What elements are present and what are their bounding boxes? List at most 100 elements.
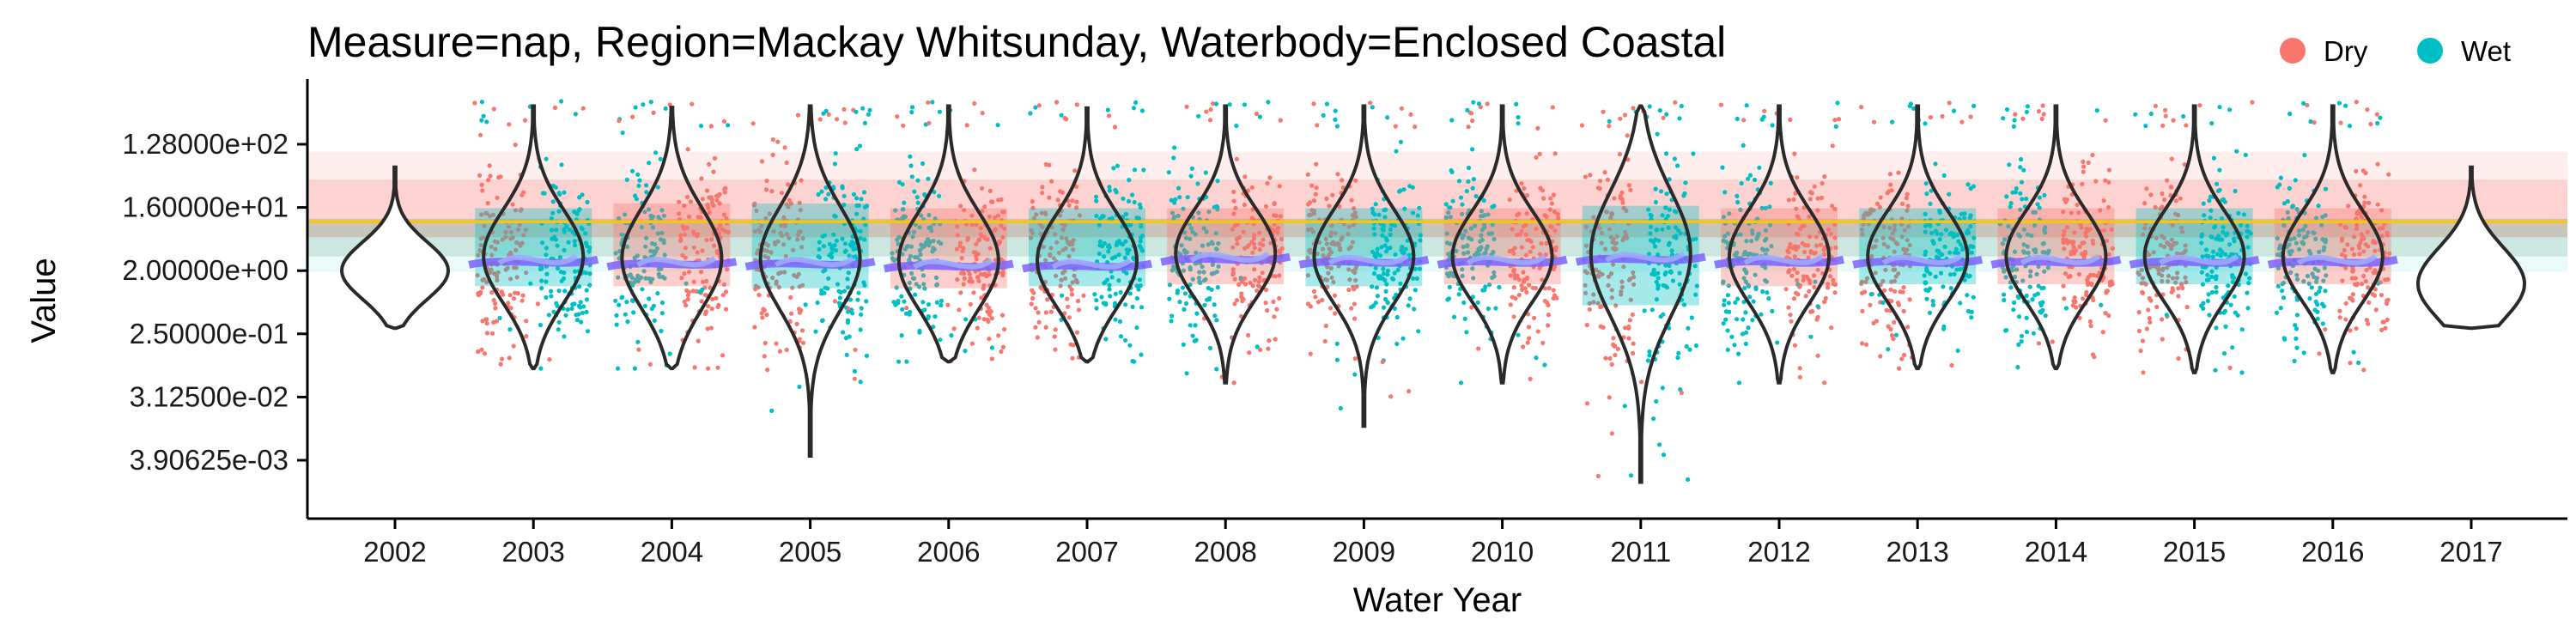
data-point <box>1807 197 1813 202</box>
data-point <box>490 212 496 217</box>
data-point <box>1039 224 1045 229</box>
data-point <box>577 195 582 200</box>
data-point <box>2309 285 2314 290</box>
data-point <box>1070 198 1075 204</box>
data-point <box>576 303 582 308</box>
data-point <box>491 297 496 303</box>
data-point <box>1169 197 1174 203</box>
data-point <box>2148 111 2154 117</box>
data-point <box>1065 296 1070 301</box>
data-point <box>721 118 727 124</box>
data-point <box>1473 193 1479 199</box>
data-point <box>686 214 692 219</box>
data-point <box>834 238 840 243</box>
data-point <box>962 208 967 213</box>
data-point <box>2039 116 2044 122</box>
data-point <box>688 199 694 204</box>
data-point <box>538 322 544 328</box>
data-point <box>1540 340 1546 346</box>
data-point <box>771 228 776 234</box>
data-point <box>1115 163 1120 168</box>
plot-area <box>307 99 2567 484</box>
data-point <box>917 328 922 333</box>
data-point <box>1246 332 1251 338</box>
data-point <box>2215 181 2220 186</box>
data-point <box>2016 314 2022 319</box>
data-point <box>1446 210 1451 216</box>
data-point <box>539 286 544 291</box>
data-point <box>797 307 802 312</box>
data-point <box>1607 395 1612 400</box>
data-point <box>1097 222 1102 228</box>
x-tick-label: 2009 <box>1333 536 1395 568</box>
data-point <box>1458 195 1464 200</box>
data-point <box>2007 162 2012 167</box>
data-point <box>495 270 501 275</box>
data-point <box>479 212 484 217</box>
data-point <box>573 112 579 117</box>
data-point <box>908 154 913 159</box>
data-point <box>690 289 696 294</box>
data-point <box>484 331 490 336</box>
data-point <box>1923 121 1928 126</box>
data-point <box>691 279 696 284</box>
data-point <box>1470 147 1475 152</box>
data-point <box>2062 296 2067 301</box>
data-point <box>506 224 512 229</box>
data-point <box>1176 185 1182 191</box>
data-point <box>858 235 863 241</box>
data-point <box>1277 184 1282 189</box>
data-point <box>1242 174 1248 179</box>
chart-title: Measure=nap, Region=Mackay Whitsunday, W… <box>307 18 1726 66</box>
data-point <box>1371 270 1377 276</box>
data-point <box>1099 295 1104 300</box>
data-point <box>1137 243 1142 249</box>
data-point <box>1408 112 1413 117</box>
data-point <box>896 179 902 185</box>
data-point <box>1546 323 1551 328</box>
data-point <box>2347 124 2353 129</box>
data-point <box>678 233 683 238</box>
data-point <box>1388 246 1393 251</box>
data-point <box>1132 167 1138 173</box>
data-point <box>791 247 796 252</box>
data-point <box>934 300 939 305</box>
data-point <box>659 300 665 306</box>
data-point <box>976 315 981 320</box>
data-point <box>1352 316 1358 321</box>
data-point <box>772 240 778 246</box>
data-point <box>562 334 567 339</box>
data-point <box>2232 294 2237 299</box>
data-point <box>1094 306 1099 311</box>
data-point <box>1231 198 1236 204</box>
data-point <box>663 106 668 111</box>
data-point <box>2081 164 2087 169</box>
data-point <box>1102 240 1107 246</box>
data-point <box>1726 301 1731 306</box>
data-point <box>2317 289 2322 295</box>
data-point <box>982 204 987 210</box>
data-point <box>2201 306 2206 311</box>
data-point <box>1524 289 1529 295</box>
data-point <box>1184 104 1189 109</box>
data-point <box>495 240 500 245</box>
data-point <box>976 238 981 243</box>
data-point <box>685 293 691 298</box>
data-point <box>967 271 972 276</box>
data-point <box>1376 212 1382 217</box>
data-point <box>1607 118 1612 124</box>
data-point <box>1328 265 1334 271</box>
data-point <box>1836 117 1842 122</box>
data-point <box>1418 238 1423 243</box>
data-point <box>479 118 484 123</box>
data-point <box>797 200 802 205</box>
data-point <box>1447 284 1452 289</box>
data-point <box>969 222 975 228</box>
data-point <box>1675 355 1680 361</box>
data-point <box>975 325 980 331</box>
data-point <box>556 327 561 332</box>
data-point <box>1377 274 1383 279</box>
data-point <box>2144 326 2149 331</box>
data-point <box>1383 249 1388 254</box>
data-point <box>2227 365 2233 370</box>
